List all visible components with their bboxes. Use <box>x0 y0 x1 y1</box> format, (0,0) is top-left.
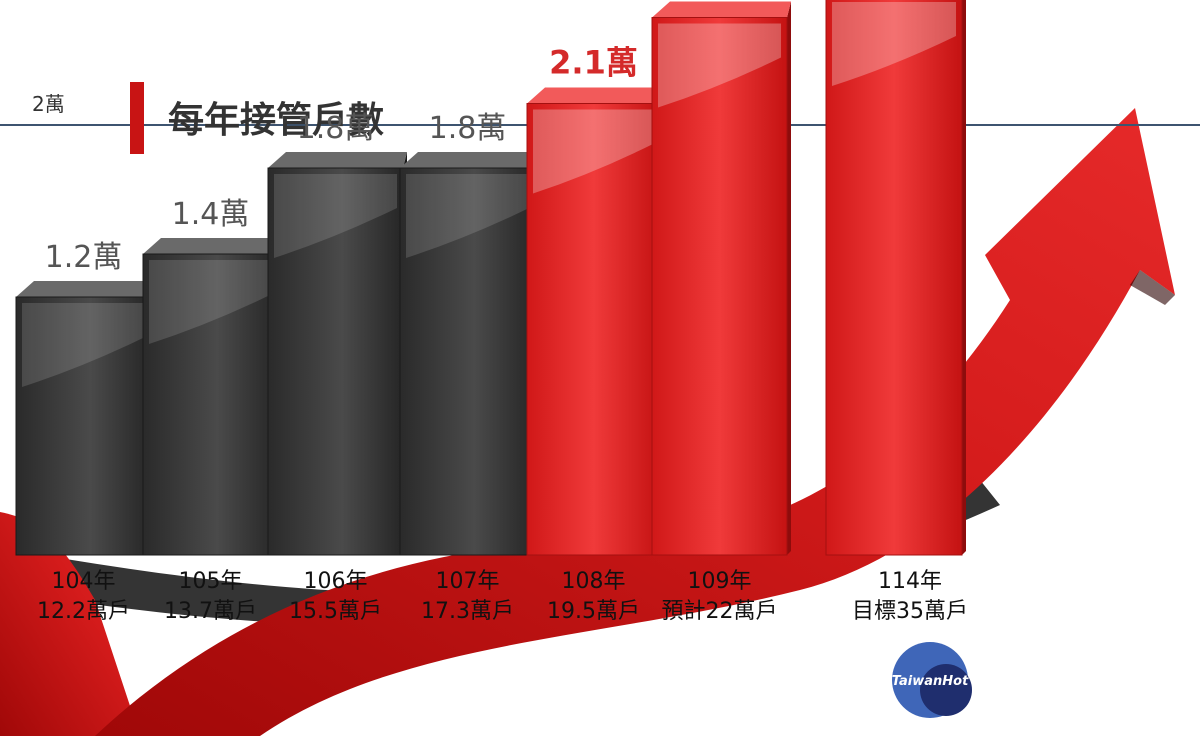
bar-top <box>652 1 791 18</box>
category-label: 104年 <box>52 569 116 594</box>
bar-top <box>16 281 155 297</box>
bar-gloss <box>406 174 529 258</box>
bar-top <box>527 87 664 104</box>
watermark-logo: TaiwanHot <box>892 642 972 718</box>
category-sub-label: 19.5萬戶 <box>547 599 640 624</box>
category-sub-label: 12.2萬戶 <box>37 599 130 624</box>
bar-gloss <box>149 260 272 344</box>
bar-side <box>962 0 966 555</box>
bar-front <box>267 167 404 556</box>
category-label: 114年 <box>878 569 942 594</box>
category-sub-label: 13.7萬戶 <box>164 599 257 624</box>
category-label: 105年 <box>179 569 243 594</box>
category-label: 107年 <box>436 569 500 594</box>
reference-line-label: 2萬 <box>32 92 65 116</box>
category-sub-label: 15.5萬戶 <box>289 599 382 624</box>
bar-top <box>268 152 407 168</box>
trend-arrow <box>0 108 1175 736</box>
bar-front <box>15 296 152 556</box>
bar-106年 <box>267 152 407 556</box>
bar-114年 <box>825 0 966 556</box>
bars-group <box>15 0 966 556</box>
bar-108年 <box>526 87 664 556</box>
bar-109年 <box>651 1 791 556</box>
bar-104年 <box>15 281 155 556</box>
bar-front <box>651 17 788 556</box>
labels-group: 1.2萬 104年 12.2萬戶 1.4萬 105年 13.7萬戶 1.8萬 106年 15.5… <box>37 44 968 625</box>
title-marker <box>130 82 144 154</box>
bar-front <box>142 253 279 556</box>
category-sub-label: 預計22萬戶 <box>662 599 778 624</box>
watermark-text: TaiwanHot <box>892 674 969 689</box>
bar-gloss <box>658 23 781 108</box>
category-sub-label: 17.3萬戶 <box>421 599 514 624</box>
bar-value-label: 1.4萬 <box>172 197 250 232</box>
category-label: 109年 <box>688 569 752 594</box>
bar-105年 <box>142 238 282 556</box>
bar-top <box>143 238 282 254</box>
bar-value-label: 1.2萬 <box>45 240 123 275</box>
category-label: 108年 <box>562 569 626 594</box>
bar-value-label: 1.8萬 <box>297 111 375 146</box>
bar-side <box>787 1 791 555</box>
bar-107年 <box>399 152 539 556</box>
bar-gloss <box>274 174 397 258</box>
bar-gloss <box>533 109 654 194</box>
bar-gloss <box>832 2 956 86</box>
chart-title: 每年接管戶數 <box>168 100 384 141</box>
category-label: 106年 <box>304 569 368 594</box>
bar-value-label: 2.1萬 <box>549 44 638 82</box>
bar-front <box>526 103 661 556</box>
bar-front <box>399 167 536 556</box>
bar-gloss <box>22 303 145 387</box>
bar-front <box>825 0 963 556</box>
category-sub-label: 目標35萬戶 <box>852 599 968 624</box>
bar-top <box>400 152 539 168</box>
bar-value-label: 1.8萬 <box>429 111 507 146</box>
